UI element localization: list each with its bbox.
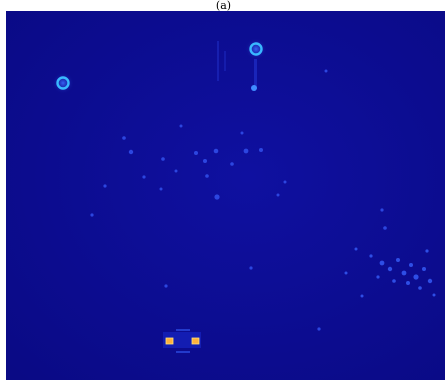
map-background [6, 11, 445, 380]
scattered-spots [90, 69, 387, 331]
ring-marker-left [52, 72, 74, 94]
ring-marker-top [245, 38, 267, 91]
hot-marker-pair [163, 329, 201, 353]
spot-cluster-right [344, 247, 436, 298]
faint-streak [217, 41, 226, 81]
intensity-map [6, 11, 445, 380]
panel-label: (a) [215, 0, 232, 12]
